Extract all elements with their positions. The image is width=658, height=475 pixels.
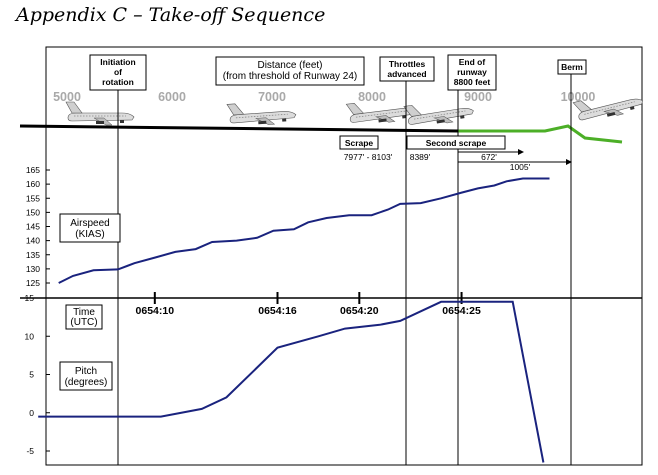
aircraft-silhouettes [65, 98, 644, 126]
pitch-tick-label: -5 [26, 446, 34, 456]
distance-tick-label: 5000 [53, 90, 81, 104]
airspeed-tick-label: 160 [26, 179, 40, 189]
time-axis-label: Time (UTC) [70, 307, 97, 328]
distance-tick-label: 7000 [258, 90, 286, 104]
event-box-throttles [379, 56, 435, 82]
aircraft-icon [345, 102, 417, 123]
airspeed-tick-label: 155 [26, 193, 40, 203]
event-label-rotation: Initiation of rotation [100, 57, 135, 87]
time-tick-label: 0654:20 [340, 305, 379, 317]
distance-tick-label: 8000 [358, 90, 386, 104]
distance-tick-label: 10000 [561, 90, 596, 104]
event-box-runway-end [447, 54, 497, 91]
pitch-tick-label: 15 [25, 293, 35, 303]
scrape-box [339, 135, 379, 150]
distance-tick-label: 9000 [464, 90, 492, 104]
second-scrape-label: Second scrape [426, 138, 487, 148]
chart-frame [45, 46, 643, 466]
pitch-tick-label: 10 [25, 331, 35, 341]
page-title: Appendix C – Take-off Sequence [16, 4, 326, 26]
distance-tick-label: 6000 [158, 90, 186, 104]
pitch-axis-label: Pitch (degrees) [65, 366, 108, 388]
time-axis: 0654:10 0654:16 0654:20 0654:25 [136, 292, 481, 317]
pitch-axis: 15 10 5 0 -5 [25, 293, 50, 456]
event-label-throttles: Throttles advanced [387, 59, 426, 79]
second-scrape-start: 8389' [410, 152, 431, 162]
runway-line [19, 124, 459, 133]
event-markers: Initiation of rotation Throttles advanced End… [89, 54, 587, 465]
airspeed-tick-label: 140 [26, 236, 40, 246]
event-label-runway-end: End of runway 8800 feet [454, 57, 491, 87]
aircraft-icon [403, 104, 474, 125]
event-box-berm [557, 59, 587, 75]
airspeed-axis-label: Airspeed (KIAS) [70, 218, 109, 240]
arrow-672-label: 672' [481, 152, 497, 162]
event-box-rotation [89, 54, 147, 91]
airspeed-tick-label: 125 [26, 278, 40, 288]
pitch-series [38, 300, 545, 463]
airspeed-tick-label: 130 [26, 264, 40, 274]
event-label-berm: Berm [561, 62, 583, 72]
airspeed-label-box [59, 213, 121, 243]
aircraft-icon [572, 98, 644, 121]
airspeed-tick-label: 165 [26, 165, 40, 175]
aircraft-icon [226, 103, 297, 125]
airspeed-series [58, 177, 550, 284]
airspeed-axis: 165 160 155 150 145 140 135 130 125 [26, 165, 50, 288]
pitch-label-box [59, 361, 113, 391]
arrow-1005-label: 1005' [510, 162, 531, 172]
distance-label-box [215, 56, 365, 86]
airspeed-tick-label: 145 [26, 222, 40, 232]
pitch-tick-label: 0 [29, 408, 34, 418]
second-scrape-box [406, 135, 506, 150]
distance-axis: 5000 6000 7000 8000 9000 10000 [53, 90, 595, 104]
time-tick-label: 0654:25 [442, 305, 481, 317]
airspeed-tick-label: 150 [26, 207, 40, 217]
time-tick-label: 0654:10 [136, 305, 175, 317]
time-tick-label: 0654:16 [258, 305, 297, 317]
scrape-range: 7977' - 8103' [344, 152, 393, 162]
scrape-label: Scrape [345, 138, 374, 148]
time-label-box [65, 304, 103, 330]
pitch-tick-label: 5 [29, 370, 34, 380]
airspeed-tick-label: 135 [26, 250, 40, 260]
grass-line [458, 124, 623, 144]
distance-axis-label: Distance (feet) (from threshold of Runway… [223, 60, 358, 82]
